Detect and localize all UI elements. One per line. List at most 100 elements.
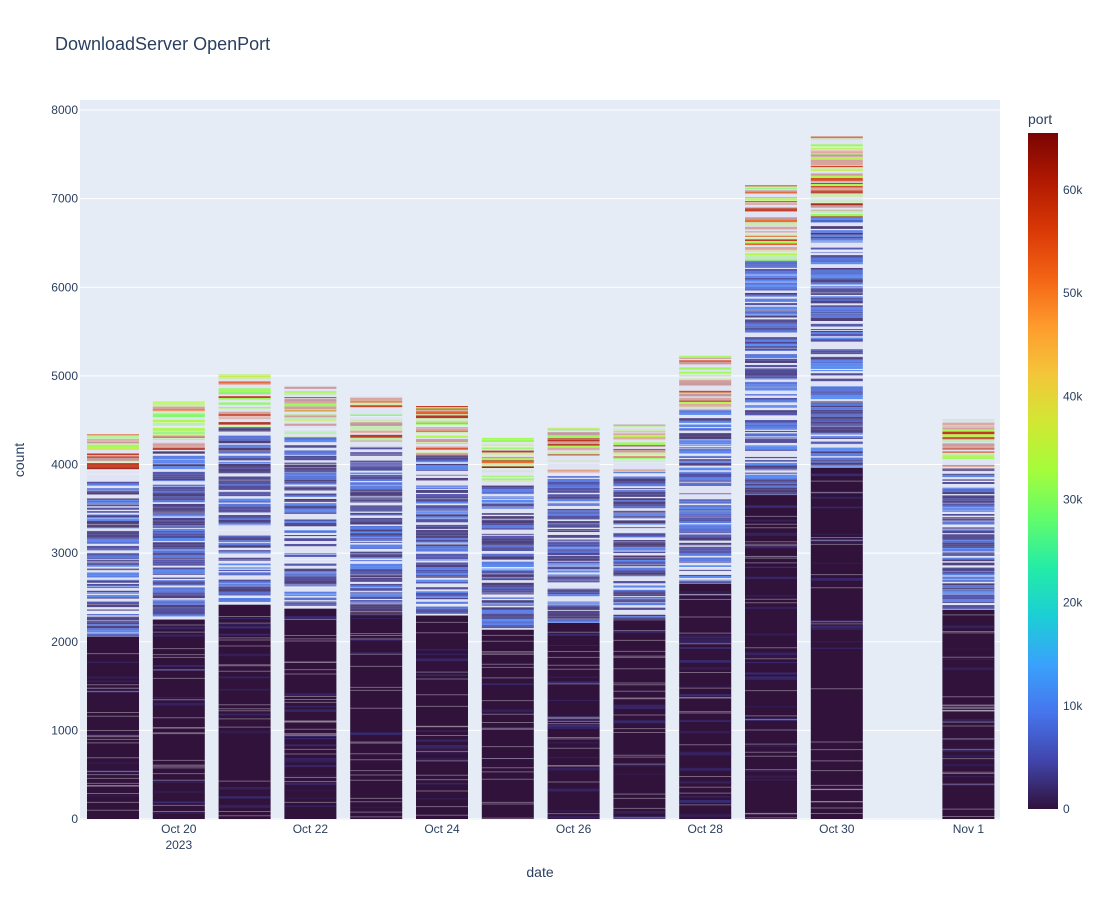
- bar-segment: [810, 226, 863, 229]
- bar-segment: [613, 704, 666, 707]
- bar-segment: [218, 797, 271, 799]
- bar[interactable]: 2023-10-29: 7150: [745, 185, 797, 820]
- bar-segment: [745, 222, 797, 225]
- bar-segment: [613, 720, 666, 724]
- bar-segment: [416, 612, 468, 614]
- bar-segment: [87, 604, 139, 608]
- bar-segment: [152, 436, 205, 438]
- bar-segment: [679, 429, 732, 431]
- bar-segment: [481, 506, 534, 509]
- bar-segment: [679, 512, 732, 514]
- bar-segment: [679, 590, 732, 594]
- bar-segment: [547, 593, 600, 595]
- bar-segment: [481, 683, 534, 685]
- bar-segment: [218, 397, 271, 400]
- bar[interactable]: 2023-10-23: 4770: [350, 396, 403, 819]
- bar-segment: [481, 623, 534, 626]
- bar-segment: [152, 577, 205, 579]
- bar-segment: [679, 769, 732, 771]
- bar-segment: [152, 548, 205, 550]
- bar-segment: [810, 459, 863, 461]
- bar[interactable]: 2023-10-24: 4660: [416, 406, 468, 819]
- bar-segment: [613, 471, 666, 473]
- bar-segment: [810, 441, 863, 445]
- bar-segment: [152, 455, 205, 458]
- bar-segment: [810, 214, 863, 217]
- bar-segment: [481, 625, 534, 627]
- bar-segment: [547, 550, 600, 553]
- bar-segment: [810, 144, 863, 147]
- bar-segment: [679, 694, 732, 697]
- bar-segment: [942, 608, 995, 610]
- x-tick-label: Oct 20: [161, 822, 197, 836]
- bar-segment: [152, 492, 205, 494]
- bar-segment: [745, 358, 797, 361]
- bar-segment: [679, 574, 732, 576]
- bar-segment: [416, 615, 468, 819]
- bar-segment: [613, 501, 666, 503]
- bar-segment: [87, 689, 139, 693]
- bar-segment: [284, 455, 337, 458]
- bar[interactable]: 2023-10-28: 5230: [679, 355, 732, 819]
- bar-segment: [679, 468, 732, 471]
- bar-segment: [416, 745, 468, 748]
- bar[interactable]: 2023-10-27: 4450: [613, 424, 666, 819]
- bar-segment: [481, 491, 534, 493]
- bar-segment: [810, 200, 863, 204]
- bar[interactable]: 2023-10-20: 4710: [152, 401, 205, 819]
- bar-segment: [218, 451, 271, 453]
- bar-segment: [350, 583, 403, 586]
- bar-segment: [218, 377, 271, 380]
- bar-segment: [942, 523, 995, 525]
- bar-segment: [350, 592, 403, 595]
- bar-segment: [679, 720, 732, 723]
- bar-segment: [416, 477, 468, 481]
- bar-segment: [679, 459, 732, 461]
- bar[interactable]: 2023-10-21: 5020: [218, 374, 271, 819]
- bar[interactable]: 2023-10-30: 7700: [810, 136, 863, 819]
- bar-segment: [547, 590, 600, 592]
- bar[interactable]: 2023-11-01: 4510: [942, 419, 995, 819]
- bar-segment: [481, 607, 534, 610]
- bar-segment: [152, 587, 205, 591]
- bar-segment: [218, 569, 271, 572]
- bar-segment: [284, 757, 337, 761]
- bar-segment: [152, 401, 205, 405]
- bar[interactable]: 2023-10-26: 4420: [547, 427, 600, 819]
- bar-segment: [87, 518, 139, 521]
- bar-segment: [284, 782, 337, 785]
- bar-segment: [416, 442, 468, 444]
- bar-segment: [810, 238, 863, 240]
- bar-segment: [547, 633, 600, 636]
- bar-segment: [87, 560, 139, 563]
- bar[interactable]: 2023-10-19: 4340: [87, 434, 139, 819]
- bar-segment: [416, 559, 468, 561]
- bar-segment: [416, 591, 468, 593]
- bar-segment: [942, 498, 995, 501]
- bar[interactable]: 2023-10-25: 4300: [481, 437, 534, 819]
- bar-segment: [416, 532, 468, 535]
- bar-segment: [284, 423, 337, 426]
- bar-segment: [613, 429, 666, 432]
- bar-segment: [218, 563, 271, 566]
- bar-segment: [547, 575, 600, 579]
- bar-segment: [745, 661, 797, 664]
- bar-segment: [613, 617, 666, 621]
- bar[interactable]: 2023-10-22: 4890: [284, 385, 337, 819]
- bar-segment: [745, 422, 797, 425]
- bar-segment: [745, 376, 797, 379]
- bar-segment: [810, 627, 863, 629]
- bar-segment: [350, 397, 403, 400]
- bar-segment: [152, 432, 205, 434]
- bar-segment: [810, 282, 863, 285]
- bar-segment: [87, 575, 139, 578]
- bar-segment: [284, 602, 337, 605]
- x-tick-label: Oct 30: [819, 822, 855, 836]
- bar-segment: [416, 465, 468, 468]
- bar-segment: [613, 523, 666, 525]
- bar-segment: [613, 550, 666, 552]
- bar-segment: [745, 438, 797, 440]
- bar-segment: [284, 530, 337, 532]
- bar-segment: [152, 811, 205, 815]
- bar-segment: [152, 413, 205, 415]
